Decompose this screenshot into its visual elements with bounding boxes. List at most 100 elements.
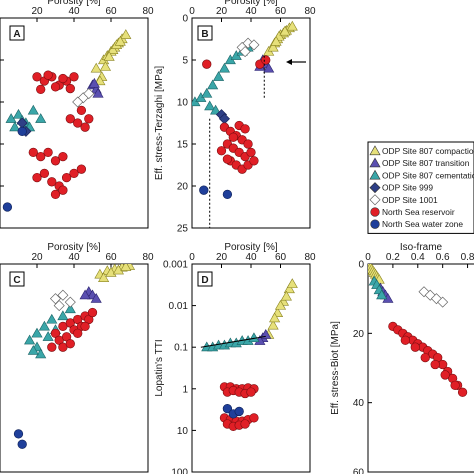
data-point-reservoir — [50, 189, 61, 200]
data-point-reservoir — [450, 380, 460, 390]
data-point-reservoir — [73, 328, 83, 338]
legend-label: North Sea water zone — [382, 219, 463, 229]
y-tick-label: 0.01 — [169, 301, 189, 312]
data-point-cementation — [27, 104, 39, 115]
data-point-water — [234, 406, 244, 417]
data-point-compaction — [90, 62, 102, 73]
data-point-site1001 — [437, 296, 449, 308]
y-tick-label: 20 — [353, 329, 365, 340]
x-tick-label: 40 — [68, 6, 80, 17]
data-points — [368, 264, 468, 397]
data-point-reservoir — [65, 339, 75, 349]
legend-label: ODP Site 999 — [382, 183, 433, 193]
data-point-reservoir — [76, 105, 87, 116]
data-point-reservoir — [39, 168, 50, 179]
data-point-reservoir — [246, 387, 256, 397]
data-point-reservoir — [28, 147, 38, 158]
legend-label: ODP Site 807 compaction — [382, 146, 474, 156]
data-point-compaction — [283, 283, 295, 294]
panel-letter-box — [9, 25, 25, 41]
y-tick-label: 10 — [177, 426, 189, 437]
y-tick-label: 60 — [353, 468, 365, 474]
data-point-compaction — [94, 75, 106, 86]
data-point-reservoir — [32, 172, 42, 183]
x-tick-label: 20 — [216, 252, 228, 263]
data-point-cementation — [9, 121, 21, 132]
data-point-reservoir — [43, 147, 53, 158]
data-point-compaction — [120, 29, 132, 39]
data-point-reservoir — [36, 84, 46, 95]
y-tick-label: 0 — [358, 260, 364, 271]
data-point-reservoir — [43, 70, 53, 80]
data-point-reservoir — [65, 114, 75, 124]
x-axis-label: Porosity [%] — [47, 242, 101, 253]
data-point-reservoir — [261, 55, 271, 65]
x-tick-label: 60 — [275, 6, 287, 17]
data-point-compaction — [286, 278, 298, 288]
y-axis-label: Eff. stress-Terzaghi [MPa] — [154, 66, 165, 181]
legend-label: ODP Site 1001 — [382, 195, 438, 205]
data-points — [201, 278, 298, 432]
y-tick-label: 1 — [182, 384, 188, 395]
data-point-reservoir — [249, 413, 259, 423]
data-point-compaction — [107, 44, 119, 55]
data-point-reservoir — [243, 139, 253, 149]
data-point-cementation — [35, 348, 47, 359]
data-point-cementation — [218, 62, 231, 73]
data-point-cementation — [42, 331, 54, 341]
data-point-cementation — [207, 79, 219, 90]
legend-label: North Sea reservoir — [382, 207, 455, 217]
data-point-cementation — [24, 334, 36, 345]
data-point-reservoir — [80, 122, 90, 132]
y-tick-label: 20 — [177, 182, 189, 193]
data-point-compaction — [98, 272, 110, 282]
panel-b: 0 20 40 60 80 Porosity [%] 0 5 10 15 20 25 Eff. stre… — [154, 0, 316, 235]
data-point-water — [199, 185, 209, 195]
data-points — [2, 29, 132, 212]
x-tick-label: 20 — [216, 6, 228, 17]
data-point-site1001 — [248, 39, 260, 51]
data-point-site1001 — [418, 286, 430, 298]
legend-marker — [370, 219, 380, 229]
x-tick-label: 0.4 — [411, 252, 425, 263]
data-point-reservoir — [202, 59, 212, 69]
data-point-reservoir — [430, 359, 440, 370]
data-point-water — [222, 189, 233, 200]
annotation-arrowhead — [286, 59, 292, 65]
data-point-cementation — [35, 113, 47, 123]
data-point-compaction — [274, 299, 287, 310]
data-point-transition — [88, 77, 100, 88]
data-point-reservoir — [246, 147, 256, 158]
data-point-site1001 — [83, 88, 95, 100]
legend-marker — [369, 145, 381, 156]
x-axis-label: Porosity [%] — [224, 0, 278, 7]
y-tick-label: 40 — [353, 398, 365, 409]
legend-marker — [369, 182, 381, 194]
data-point-reservoir — [84, 114, 94, 124]
data-point-reservoir — [65, 83, 75, 94]
x-tick-label: 60 — [275, 252, 287, 263]
data-point-compaction — [280, 290, 292, 301]
data-point-reservoir — [50, 82, 61, 92]
data-point-reservoir — [69, 168, 79, 179]
data-point-compaction — [267, 41, 279, 52]
data-point-reservoir — [228, 132, 238, 142]
x-tick-label: 80 — [142, 252, 154, 263]
x-tick-label: 40 — [245, 6, 257, 17]
data-point-cementation — [57, 310, 69, 321]
data-point-reservoir — [61, 172, 72, 183]
data-point-reservoir — [240, 419, 250, 429]
data-point-water — [17, 126, 27, 137]
legend-marker — [369, 169, 381, 180]
data-point-reservoir — [76, 164, 87, 174]
data-point-cementation — [12, 108, 25, 119]
data-point-water — [222, 404, 233, 414]
data-point-compaction — [279, 25, 291, 36]
data-point-reservoir — [400, 335, 410, 345]
data-point-reservoir — [80, 321, 90, 332]
data-point-site1001 — [57, 289, 69, 301]
panel-e: 0 0.2 0.4 0.6 0.8 Iso-frame 0 20 40 60 Eff. stress… — [330, 242, 474, 474]
data-point-reservoir — [216, 146, 227, 156]
data-point-reservoir — [50, 156, 61, 166]
